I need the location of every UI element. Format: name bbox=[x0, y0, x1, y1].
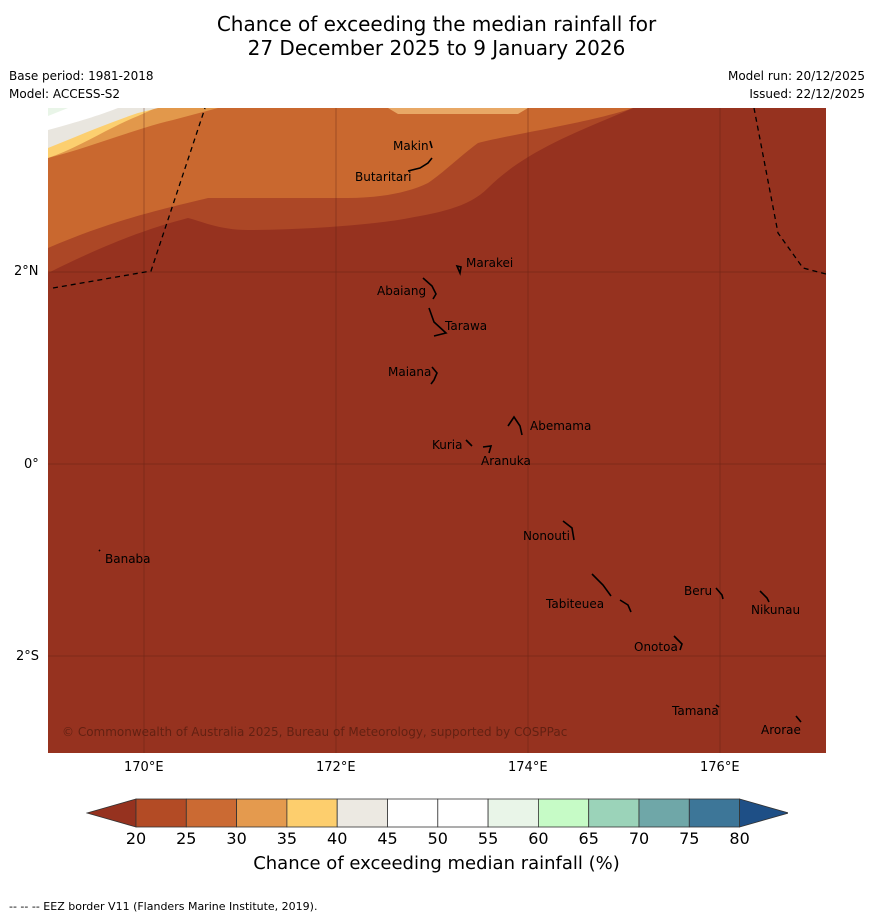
colorbar-tick-label: 25 bbox=[176, 829, 197, 848]
island-kuria bbox=[465, 439, 473, 447]
colorbar-tick-label: 80 bbox=[729, 829, 750, 848]
label-banaba: Banaba bbox=[105, 552, 151, 566]
colorbar-cell bbox=[336, 798, 388, 828]
colorbar-tick-label: 30 bbox=[226, 829, 247, 848]
eez-footnote: -- -- -- EEZ border V11 (Flanders Marine… bbox=[9, 900, 318, 913]
colorbar-tick-label: 20 bbox=[125, 829, 147, 848]
island-arorae bbox=[795, 715, 802, 723]
label-arorae: Arorae bbox=[761, 723, 801, 737]
title-line-2: 27 December 2025 to 9 January 2026 bbox=[247, 36, 626, 60]
x-tick-172e: 172°E bbox=[316, 760, 356, 775]
colorbar-tick-label: 45 bbox=[377, 829, 398, 848]
island-aranuka bbox=[482, 445, 493, 454]
label-beru: Beru bbox=[684, 584, 712, 598]
colorbar-tick-label: 55 bbox=[477, 829, 499, 848]
colorbar-cell bbox=[638, 798, 690, 828]
label-tabiteuea: Tabiteuea bbox=[545, 597, 604, 611]
island-tabiteuea bbox=[591, 573, 632, 613]
label-abemama: Abemama bbox=[530, 419, 591, 433]
island-nonouti bbox=[562, 520, 575, 541]
colorbar-tick-label: 70 bbox=[628, 829, 650, 848]
model-name: Model: ACCESS-S2 bbox=[9, 87, 121, 101]
colorbar-tick-label: 75 bbox=[679, 829, 700, 848]
colorbar-cell bbox=[185, 798, 238, 828]
label-nonouti: Nonouti bbox=[523, 529, 570, 543]
colorbar-cell bbox=[537, 798, 590, 828]
y-tick-0: 0° bbox=[24, 457, 39, 472]
island-nikunau bbox=[759, 590, 770, 603]
label-tamana: Tamana bbox=[671, 704, 719, 718]
colorbar-cell bbox=[135, 798, 187, 828]
label-maiana: Maiana bbox=[388, 365, 431, 379]
colorbar-cell bbox=[236, 798, 288, 828]
colorbar-tick-label: 35 bbox=[276, 829, 298, 848]
x-tick-174e: 174°E bbox=[508, 760, 548, 775]
colorbar-tick-label: 65 bbox=[578, 829, 599, 848]
contour-45-50 bbox=[48, 108, 118, 130]
y-tick-2n: 2°N bbox=[14, 264, 39, 279]
issued-date: Issued: 22/12/2025 bbox=[749, 87, 865, 101]
island-abemama bbox=[507, 415, 523, 436]
colorbar-cell bbox=[286, 798, 338, 828]
colorbar-tick-label: 50 bbox=[427, 829, 448, 848]
island-beru bbox=[715, 587, 724, 600]
colorbar-cell bbox=[487, 798, 539, 828]
island-tamana bbox=[715, 704, 720, 708]
place-labels: Makin Butaritari Marakei Abaiang Tarawa … bbox=[105, 139, 801, 737]
colorbar-tick-label: 60 bbox=[528, 829, 549, 848]
label-abaiang: Abaiang bbox=[377, 284, 426, 298]
island-abaiang bbox=[422, 277, 437, 300]
label-tarawa: Tarawa bbox=[444, 319, 487, 333]
model-run: Model run: 20/12/2025 bbox=[727, 69, 865, 83]
label-kuria: Kuria bbox=[432, 438, 463, 452]
label-nikunau: Nikunau bbox=[751, 603, 800, 617]
rainfall-map[interactable]: Makin Butaritari Marakei Abaiang Tarawa … bbox=[48, 108, 826, 753]
eez-border bbox=[52, 108, 826, 289]
x-tick-176e: 176°E bbox=[700, 760, 740, 775]
islands bbox=[98, 140, 802, 723]
island-butaritari bbox=[407, 157, 433, 172]
colorbar bbox=[86, 798, 788, 828]
island-maiana bbox=[430, 366, 438, 385]
colorbar-cell bbox=[437, 798, 489, 828]
island-onotoa bbox=[673, 635, 683, 651]
colorbar-cell bbox=[387, 798, 439, 828]
colorbar-tick-label: 40 bbox=[327, 829, 348, 848]
copyright-notice: © Commonwealth of Australia 2025, Bureau… bbox=[62, 725, 567, 739]
y-tick-2s: 2°S bbox=[16, 649, 40, 664]
title-line-1: Chance of exceeding the median rainfall … bbox=[216, 12, 657, 36]
label-butaritari: Butaritari bbox=[355, 170, 412, 184]
graticule bbox=[48, 108, 826, 753]
colorbar-extend-high bbox=[739, 798, 788, 828]
label-aranuka: Aranuka bbox=[481, 454, 531, 468]
island-tarawa bbox=[428, 307, 448, 337]
colorbar-cell bbox=[688, 798, 740, 828]
x-tick-170e: 170°E bbox=[124, 760, 164, 775]
label-marakei: Marakei bbox=[466, 256, 513, 270]
contour-25-30 bbox=[48, 108, 633, 248]
island-makin bbox=[429, 140, 433, 149]
colorbar-title: Chance of exceeding median rainfall (%) bbox=[253, 853, 620, 874]
island-banaba bbox=[98, 549, 101, 552]
colorbar-extend-low bbox=[86, 798, 137, 828]
label-makin: Makin bbox=[393, 139, 429, 153]
label-onotoa: Onotoa bbox=[634, 640, 678, 654]
contour-55-60 bbox=[48, 108, 68, 116]
contour-yellow-top bbox=[388, 108, 528, 114]
island-marakei bbox=[455, 264, 462, 276]
base-period: Base period: 1981-2018 bbox=[9, 69, 154, 83]
colorbar-cell bbox=[588, 798, 640, 828]
